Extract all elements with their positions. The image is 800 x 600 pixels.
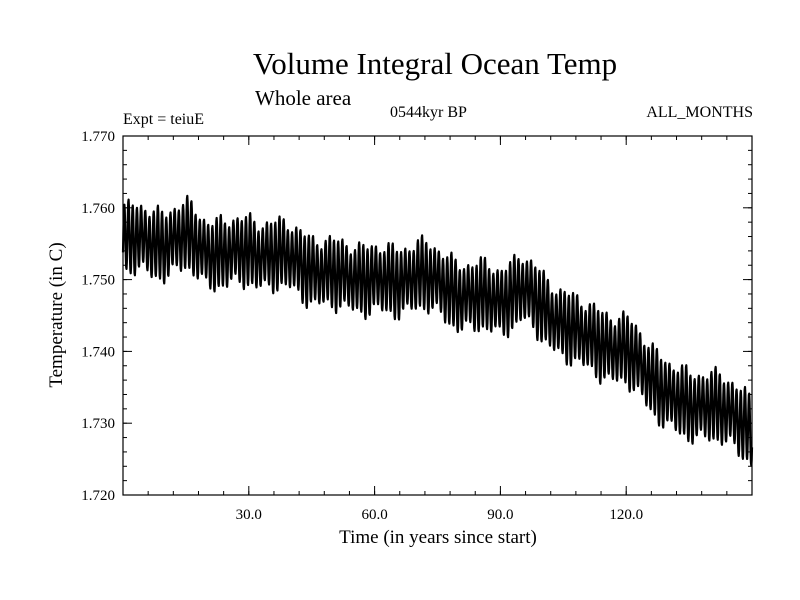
x-tick-label: 90.0 [487,507,513,523]
experiment-label: Expt = teiuE [123,111,205,128]
months-label: ALL_MONTHS [646,104,753,121]
chart-title: Volume Integral Ocean Temp [252,46,618,81]
y-tick-label: 1.720 [81,488,115,504]
y-tick-label: 1.750 [81,273,115,289]
chart-subtitle: Whole area [255,86,352,110]
y-axis-label: Temperature (in C) [46,242,67,387]
plot-frame [122,135,753,496]
x-tick-label: 60.0 [361,507,387,523]
series-layer [121,194,754,467]
temperature-series-line [121,194,754,467]
axis-ticks: 1.720 1.730 1.740 1.750 1.760 1.770 30.0 60.0 90… [81,129,753,523]
x-tick-label: 120.0 [609,507,643,523]
y-tick-label: 1.770 [81,129,115,145]
y-tick-label: 1.760 [81,201,115,217]
period-label: 0544kyr BP [390,104,467,121]
x-axis-label: Time (in years since start) [339,527,537,548]
x-tick-label: 30.0 [236,507,262,523]
y-tick-label: 1.730 [81,416,115,432]
y-tick-label: 1.740 [81,344,115,360]
